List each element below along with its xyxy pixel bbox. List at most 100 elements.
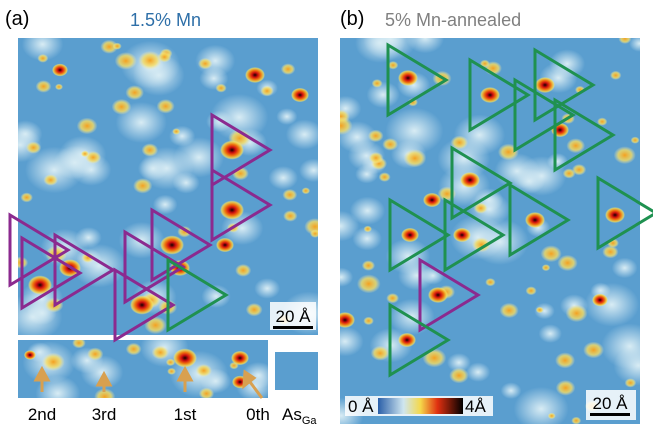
stm-feature xyxy=(24,350,36,360)
stm-feature xyxy=(126,343,142,356)
scale-bar xyxy=(590,413,630,416)
stm-defect xyxy=(275,352,318,390)
stm-feature xyxy=(367,82,400,109)
stm-feature xyxy=(152,346,169,360)
stm-feature xyxy=(401,228,419,242)
stm-feature xyxy=(379,172,391,182)
stm-feature xyxy=(500,303,519,318)
stm-feature xyxy=(364,226,372,233)
stm-feature xyxy=(566,305,588,323)
stm-feature xyxy=(563,168,576,178)
stm-feature xyxy=(566,138,585,153)
scale-label: 20 Å xyxy=(276,307,312,326)
stm-feature xyxy=(245,67,265,83)
stm-feature xyxy=(299,159,328,182)
stm-feature xyxy=(125,85,144,100)
stm-feature xyxy=(52,64,68,77)
stm-feature xyxy=(329,117,352,135)
stm-feature xyxy=(362,260,375,271)
stm-feature xyxy=(625,378,637,387)
stm-feature xyxy=(536,307,544,314)
stm-feature xyxy=(494,153,539,189)
stm-feature xyxy=(81,150,90,157)
stm-feature xyxy=(335,312,355,328)
stm-feature xyxy=(372,79,383,88)
colorbar-min: 0 Å xyxy=(348,397,374,416)
stm-feature xyxy=(556,380,576,396)
stm-feature xyxy=(87,348,103,361)
stm-feature xyxy=(269,166,298,190)
stm-feature xyxy=(133,178,152,193)
stm-feature xyxy=(501,382,522,399)
stm-feature xyxy=(172,128,180,135)
stm-feature xyxy=(629,35,650,52)
stm-feature xyxy=(276,108,297,125)
stm-feature xyxy=(453,228,471,242)
stm-feature xyxy=(539,324,562,343)
stm-feature xyxy=(291,88,309,102)
stm-feature xyxy=(614,146,636,164)
stm-feature xyxy=(115,52,137,70)
stm-feature xyxy=(43,174,58,186)
stm-feature xyxy=(423,348,447,367)
stm-feature xyxy=(548,413,556,419)
stm-feature xyxy=(167,368,176,375)
arrow-label: 2nd xyxy=(28,405,56,424)
stm-feature xyxy=(369,152,384,164)
panel-label: (a) xyxy=(5,8,29,30)
stm-feature xyxy=(618,33,631,43)
stm-feature xyxy=(398,333,416,347)
stm-feature xyxy=(281,63,295,75)
stm-feature xyxy=(526,286,537,295)
colorbar xyxy=(378,398,463,414)
stm-feature xyxy=(404,149,427,167)
panel-title: 5% Mn-annealed xyxy=(385,10,521,30)
stm-feature xyxy=(138,51,162,70)
stm-feature xyxy=(350,197,385,225)
stm-feature xyxy=(37,54,48,63)
stm-feature xyxy=(541,245,562,262)
stm-feature xyxy=(428,287,448,303)
stm-feature xyxy=(113,43,122,50)
stm-feature xyxy=(112,99,132,115)
stm-feature xyxy=(36,80,52,93)
defect-main: As xyxy=(282,405,302,424)
stm-feature xyxy=(235,264,251,277)
stm-feature xyxy=(55,84,63,90)
stm-feature xyxy=(480,87,500,103)
stm-feature xyxy=(363,317,374,325)
defect-sub: Ga xyxy=(302,415,318,427)
stm-feature xyxy=(302,187,311,194)
arrow-label: 3rd xyxy=(92,405,117,424)
stm-feature xyxy=(283,210,297,221)
stm-feature xyxy=(525,212,545,228)
figure: (a) 1.5% Mn (b) 5% Mn-annealed 20 Å 20 Å… xyxy=(0,0,653,429)
stm-feature xyxy=(142,143,159,156)
stm-feature xyxy=(592,294,608,307)
arrow-label: 1st xyxy=(174,405,197,424)
defect-label: AsGa xyxy=(282,405,317,427)
stm-feature xyxy=(72,338,86,349)
stm-feature xyxy=(326,327,363,357)
stm-feature xyxy=(602,245,618,258)
scale-label: 20 Å xyxy=(593,394,629,413)
stm-feature xyxy=(196,364,212,377)
stm-feature xyxy=(449,368,469,384)
stm-feature xyxy=(160,235,184,254)
arrow-label: 0th xyxy=(246,405,270,424)
stm-feature xyxy=(173,348,197,367)
stm-feature xyxy=(398,70,418,86)
stm-feature xyxy=(42,353,65,371)
stm-feature xyxy=(260,86,274,97)
scale-bar xyxy=(273,326,313,329)
stm-feature xyxy=(583,342,604,359)
stm-feature xyxy=(542,264,551,271)
stm-feature xyxy=(246,303,263,316)
stm-feature xyxy=(282,189,297,201)
stm-feature xyxy=(310,229,320,237)
colorbar-max: 4Å xyxy=(465,397,486,416)
stm-feature xyxy=(423,193,441,207)
stm-feature xyxy=(535,77,555,93)
stm-feature xyxy=(357,274,381,293)
stm-feature xyxy=(254,278,280,299)
